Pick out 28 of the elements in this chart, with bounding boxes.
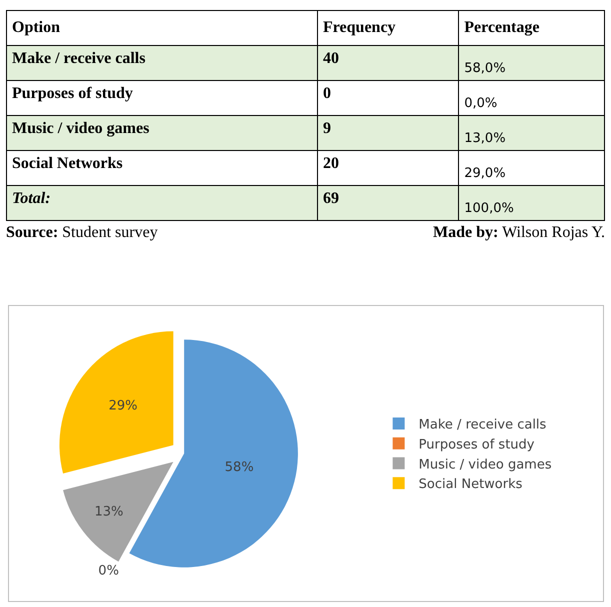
category-label: Social Networks	[12, 155, 123, 172]
text: 0%	[98, 563, 119, 578]
data-label: 0	[322, 85, 331, 102]
text: 100,0%	[464, 201, 514, 216]
series-label: Frequency	[317, 10, 459, 46]
data-label: 13%	[94, 504, 124, 520]
legend-label: Purposes of study	[418, 437, 535, 452]
data-label: 40	[322, 50, 339, 67]
category-label: Music / video games	[12, 120, 150, 137]
data-label: 29%	[108, 398, 138, 414]
data-label: 13,0%	[458, 116, 604, 150]
data-label: 0,0%	[458, 80, 604, 116]
category-label: Purposes of study	[12, 85, 133, 102]
source-note: Source: Student survey	[6, 224, 158, 242]
series-label: Percentage	[458, 10, 604, 46]
legend-label: Music / video games	[418, 457, 552, 472]
text: Option	[6, 10, 318, 46]
data-label: 58%	[224, 460, 254, 476]
text: Total:	[12, 190, 51, 207]
data-label: 58,0%	[458, 46, 604, 80]
text: 69	[322, 190, 339, 207]
data-label: 29,0%	[458, 150, 604, 186]
text: Made by: Wilson Rojas Y.	[433, 224, 605, 242]
data-label: 20	[322, 155, 339, 172]
legend-label: Social Networks	[418, 477, 523, 492]
category-label: Make / receive calls	[12, 50, 146, 67]
data-label: 9	[322, 120, 331, 137]
legend-label: Make / receive calls	[418, 418, 547, 433]
